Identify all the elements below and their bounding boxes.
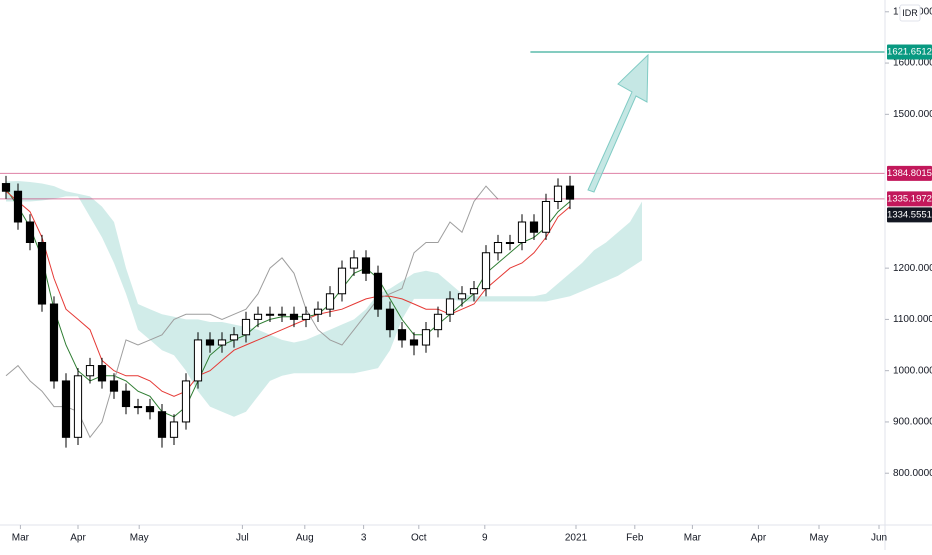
candle-body: [13, 190, 23, 223]
y-tick-label: 1000.0000: [893, 365, 932, 376]
candle-layer: [1, 175, 575, 448]
candle-body: [517, 221, 527, 244]
price-tag-label: 1621.6512: [887, 46, 932, 57]
candle-body: [157, 411, 167, 438]
x-tick-label: 3: [361, 533, 367, 544]
candle-body: [349, 257, 359, 269]
price-tag: [887, 207, 932, 223]
candle-body: [445, 298, 455, 315]
candle-body: [133, 406, 143, 409]
candle-body: [385, 308, 395, 331]
candle-body: [25, 221, 35, 244]
tag-layer: 1621.6512 1384.8015 1335.1972 1334.5551: [887, 44, 932, 223]
candle-body: [265, 313, 275, 316]
price-tag-label: 1384.8015: [887, 168, 932, 179]
candle-body: [97, 365, 107, 382]
candle-body: [169, 421, 179, 438]
candle-body: [241, 318, 251, 336]
x-tick-label: Apr: [70, 533, 86, 544]
candle-body: [145, 406, 155, 413]
y-tick-label: 1200.0000: [893, 263, 932, 274]
candle-body: [433, 313, 443, 331]
candle-body: [505, 242, 515, 245]
candle-body: [121, 390, 131, 408]
x-tick-label: Feb: [626, 533, 644, 544]
x-tick-label: May: [810, 533, 829, 544]
y-tick-label: 1500.0000: [893, 109, 932, 120]
price-tag-label: 1335.1972: [887, 193, 932, 204]
candle-body: [421, 329, 431, 346]
candle-body: [181, 380, 191, 423]
candle-body: [37, 242, 47, 305]
price-tag: [887, 44, 932, 60]
candle-body: [49, 303, 59, 382]
x-tick-label: Jun: [871, 533, 887, 544]
candle-body: [337, 267, 347, 295]
candle-body: [361, 257, 371, 274]
indicator-line: [5, 190, 571, 397]
price-tag: [887, 165, 932, 181]
y-tick-label: 1600.0000: [893, 58, 932, 69]
y-tick-label: 1100.0000: [893, 314, 932, 325]
x-tick-label: Apr: [751, 533, 767, 544]
candle-body: [1, 183, 11, 192]
candle-body: [289, 313, 299, 320]
x-tick-label: Mar: [684, 533, 702, 544]
candle-body: [61, 380, 71, 438]
cloud-layer: [6, 181, 642, 417]
candle-body: [85, 365, 95, 377]
price-tag-label: 1334.5551: [887, 209, 932, 220]
candle-body: [253, 313, 263, 320]
candle-body: [457, 293, 467, 300]
candle-body: [469, 288, 479, 295]
candle-body: [325, 293, 335, 310]
price-tag: [887, 191, 932, 207]
x-tick-label: 9: [482, 533, 488, 544]
currency-label: IDR: [902, 8, 918, 18]
candle-body: [481, 252, 491, 290]
candle-body: [217, 339, 227, 346]
candle-body: [73, 375, 83, 438]
candle-body: [409, 339, 419, 346]
x-tick-label: 2021: [565, 533, 588, 544]
y-tick-label: 900.0000: [893, 417, 932, 428]
level-layer: [0, 51, 885, 200]
candle-body: [397, 329, 407, 341]
y-tick-label: 800.0000: [893, 468, 932, 479]
candle-body: [541, 200, 551, 233]
x-tick-label: May: [130, 533, 149, 544]
candle-body: [373, 272, 383, 310]
candle-body: [313, 308, 323, 315]
ichimoku-cloud: [6, 181, 642, 417]
candle-body: [529, 221, 539, 233]
x-tick-label: Jul: [236, 533, 249, 544]
indicator-line: [5, 185, 499, 439]
candle-body: [193, 339, 203, 382]
candle-body: [277, 313, 287, 316]
x-tick-label: Mar: [12, 533, 30, 544]
candle-body: [205, 339, 215, 346]
candle-body: [109, 380, 119, 392]
currency-badge[interactable]: [899, 4, 921, 22]
x-tick-label: Oct: [411, 533, 427, 544]
candle-body: [229, 334, 239, 341]
x-tick-label: Aug: [296, 533, 314, 544]
candle-body: [565, 185, 575, 200]
candle-body: [301, 313, 311, 320]
candle-body: [493, 242, 503, 254]
projection-arrow: [587, 53, 649, 193]
candle-body: [553, 185, 563, 202]
